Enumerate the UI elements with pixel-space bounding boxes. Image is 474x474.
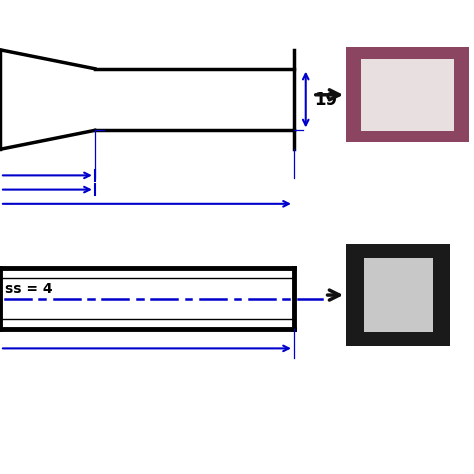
Text: ss = 4: ss = 4	[5, 282, 52, 296]
Bar	[364, 258, 433, 332]
Bar	[361, 59, 455, 131]
Bar	[346, 47, 469, 142]
Text: 19: 19	[314, 91, 337, 109]
Bar	[346, 244, 450, 346]
